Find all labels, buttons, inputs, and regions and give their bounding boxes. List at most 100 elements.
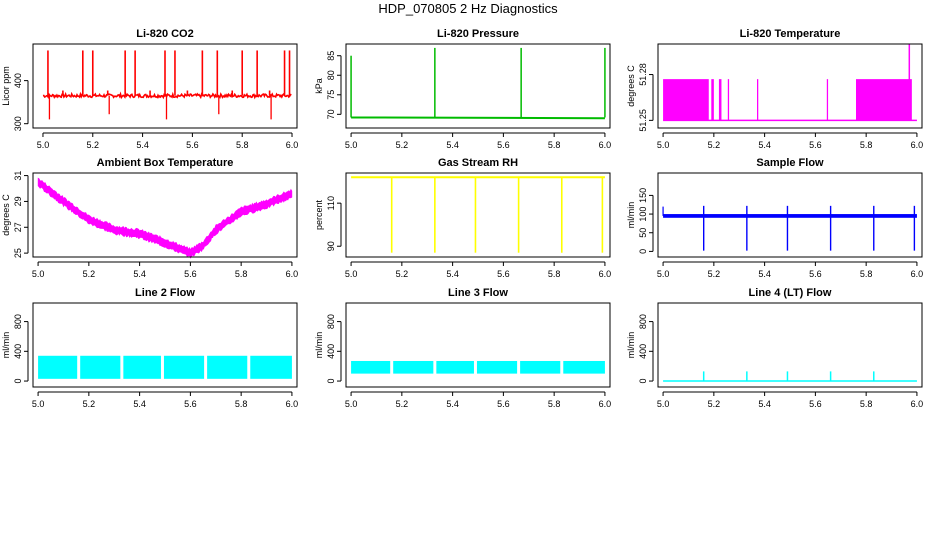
- plot-frame: [657, 172, 923, 258]
- x-tick-label: 5.8: [548, 399, 561, 409]
- x-tick-label: 5.6: [186, 140, 199, 150]
- y-axis-label: ml/min: [626, 332, 636, 359]
- series-band: [351, 360, 391, 374]
- x-tick-label: 5.2: [708, 269, 721, 279]
- x-tick-label: 5.4: [133, 399, 146, 409]
- y-tick-label: 400: [13, 73, 23, 88]
- series-band: [663, 214, 917, 218]
- y-axis-label: ml/min: [314, 332, 324, 359]
- y-tick-label: 25: [13, 248, 23, 258]
- x-tick-label: 5.0: [345, 269, 358, 279]
- high-band: [663, 79, 709, 121]
- y-tick-label: 400: [638, 344, 648, 359]
- series-band: [436, 360, 474, 374]
- x-tick-label: 6.0: [286, 140, 299, 150]
- high-band: [757, 79, 759, 121]
- x-tick-label: 5.4: [446, 399, 459, 409]
- x-tick-label: 5.4: [133, 269, 146, 279]
- plot-frame: [32, 172, 298, 258]
- series-line: [351, 116, 605, 120]
- x-tick-label: 5.6: [497, 269, 510, 279]
- x-tick-label: 6.0: [286, 269, 299, 279]
- high-band: [856, 79, 912, 121]
- x-tick-label: 5.4: [446, 269, 459, 279]
- y-tick-label: 51.25: [638, 109, 648, 132]
- series-band: [38, 355, 78, 379]
- y-tick-label: 400: [13, 344, 23, 359]
- x-tick-label: 5.6: [184, 269, 197, 279]
- series-band: [250, 355, 292, 379]
- panel-1: Li-820 CO2 Licor ppm 5.0 5.2 5.4 5.6 5.8 6.0 300…: [1, 28, 298, 150]
- series-band: [80, 355, 121, 379]
- x-tick-label: 5.8: [860, 269, 873, 279]
- y-tick-label: 800: [326, 314, 336, 329]
- y-tick-label: 110: [326, 196, 336, 210]
- y-tick-label: 800: [13, 314, 23, 329]
- high-band: [711, 79, 714, 121]
- x-tick-label: 5.0: [657, 399, 670, 409]
- x-tick-label: 5.8: [235, 269, 248, 279]
- y-tick-label: 800: [638, 314, 648, 329]
- y-tick-label: 0: [326, 379, 336, 384]
- panel-4: Ambient Box Temperature degrees C 5.0 5.2 5.…: [1, 157, 298, 279]
- x-tick-label: 5.4: [136, 140, 149, 150]
- y-axis-label: kPa: [314, 78, 324, 94]
- y-tick-label: 0: [638, 249, 648, 254]
- panel-2: Li-820 Pressure kPa 5.0 5.2 5.4 5.6 5.8 6.0 70 75…: [314, 28, 611, 150]
- y-tick-label: 29: [13, 196, 23, 206]
- high-band: [826, 79, 829, 121]
- plot-frame: [32, 43, 298, 129]
- x-tick-label: 5.8: [235, 399, 248, 409]
- x-tick-label: 5.6: [497, 399, 510, 409]
- y-tick-label: 50: [638, 228, 648, 238]
- y-tick-label: 51.28: [638, 63, 648, 86]
- x-tick-label: 5.0: [345, 399, 358, 409]
- x-tick-label: 5.8: [548, 269, 561, 279]
- y-tick-label: 27: [13, 222, 23, 232]
- y-axis-label: ml/min: [626, 202, 636, 229]
- y-tick-label: 0: [638, 379, 648, 384]
- x-tick-label: 5.4: [758, 140, 771, 150]
- x-tick-label: 5.4: [758, 399, 771, 409]
- x-tick-label: 5.8: [236, 140, 249, 150]
- y-tick-label: 90: [326, 241, 336, 251]
- x-tick-label: 5.2: [708, 399, 721, 409]
- y-tick-label: 150: [638, 188, 648, 203]
- panel-8: Line 3 Flow ml/min 5.0 5.2 5.4 5.6 5.8 6.0 0 400 8…: [314, 287, 611, 409]
- panel-title: Li-820 CO2: [136, 28, 193, 40]
- y-tick-label: 75: [326, 90, 336, 100]
- panel-title: Line 2 Flow: [135, 287, 195, 299]
- x-tick-label: 5.2: [396, 399, 409, 409]
- x-tick-label: 5.0: [32, 269, 45, 279]
- panel-6: Sample Flow ml/min 5.0 5.2 5.4 5.6 5.8 6.0 0 50 10…: [626, 157, 923, 279]
- panel-5: Gas Stream RH percent 5.0 5.2 5.4 5.6 5.8 6.0 90…: [314, 157, 611, 279]
- panel-3: Li-820 Temperature degrees C 5.0 5.2 5.4 5.6 5…: [626, 28, 923, 150]
- y-tick-label: 300: [13, 116, 23, 131]
- x-tick-label: 5.2: [83, 399, 96, 409]
- plot-frame: [657, 302, 923, 388]
- x-tick-label: 6.0: [599, 399, 612, 409]
- series-band: [123, 355, 161, 379]
- panel-title: Sample Flow: [756, 157, 824, 169]
- y-tick-label: 0: [13, 379, 23, 384]
- x-tick-label: 5.2: [83, 269, 96, 279]
- series-band: [207, 355, 248, 379]
- panel-title: Line 3 Flow: [448, 287, 508, 299]
- x-tick-label: 5.2: [708, 140, 721, 150]
- panel-title: Line 4 (LT) Flow: [749, 287, 832, 299]
- series-band: [476, 360, 518, 374]
- panel-title: Li-820 Temperature: [740, 28, 841, 40]
- panel-title: Li-820 Pressure: [437, 28, 519, 40]
- x-tick-label: 5.6: [809, 140, 822, 150]
- plot-frame: [345, 43, 611, 129]
- series-band: [393, 360, 434, 374]
- x-tick-label: 6.0: [911, 140, 924, 150]
- panel-title: Ambient Box Temperature: [97, 157, 234, 169]
- x-tick-label: 5.0: [345, 140, 358, 150]
- x-tick-label: 5.6: [809, 399, 822, 409]
- y-tick-label: 400: [326, 344, 336, 359]
- y-tick-label: 31: [13, 171, 23, 181]
- x-tick-label: 5.6: [497, 140, 510, 150]
